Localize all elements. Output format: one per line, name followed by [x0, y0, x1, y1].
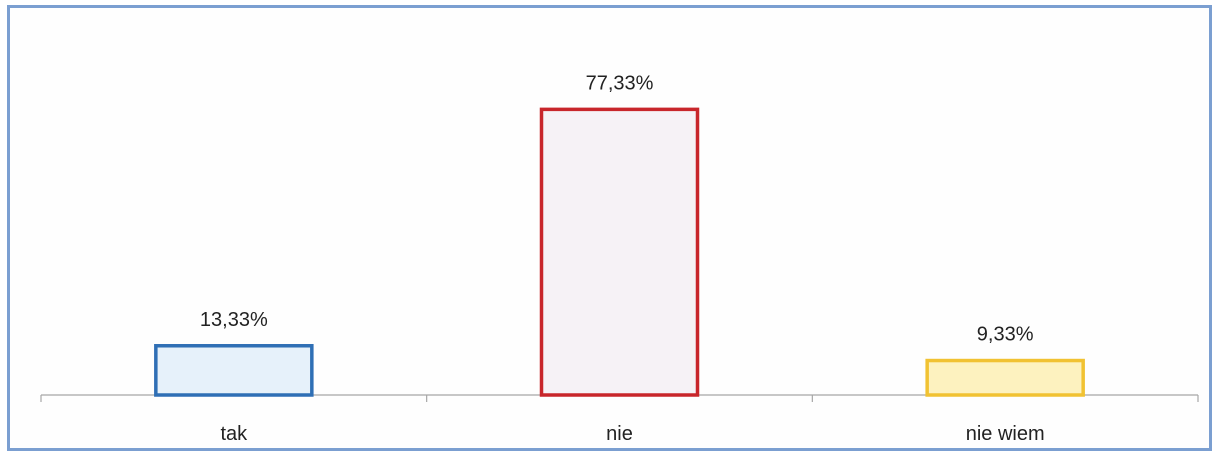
value-label: 77,33%	[586, 72, 654, 94]
bar-tak	[154, 344, 314, 397]
x-axis-ticks	[40, 395, 1199, 402]
value-labels-group: 13,33% 77,33% 9,33%	[200, 72, 1034, 345]
bar-nie	[539, 107, 700, 397]
bars-group	[154, 107, 1085, 397]
category-label: nie wiem	[966, 423, 1045, 445]
value-label: 13,33%	[200, 309, 268, 331]
category-labels-group: tak nie nie wiem	[220, 423, 1044, 445]
bar-nie-wiem	[925, 358, 1085, 397]
value-label: 9,33%	[977, 324, 1034, 346]
category-label: tak	[220, 423, 248, 445]
category-label: nie	[606, 423, 633, 445]
